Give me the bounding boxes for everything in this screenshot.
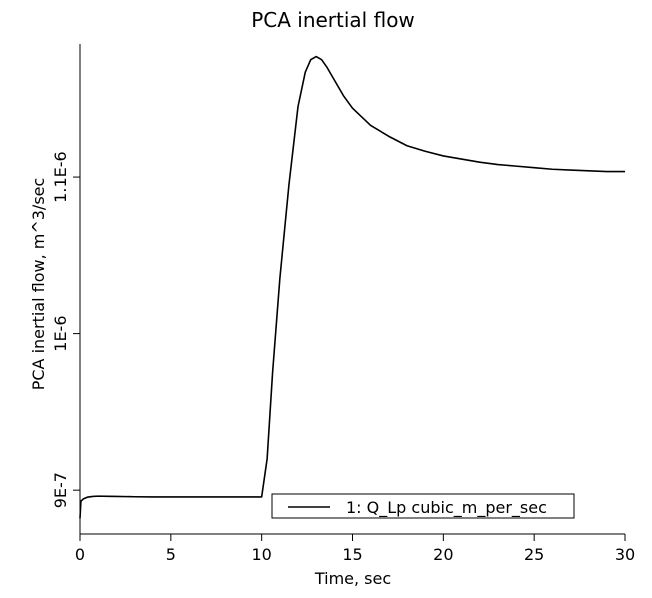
y-tick-label: 1.1E-6 — [51, 151, 70, 203]
x-axis-ticks: 0 5 10 15 20 25 30 — [75, 534, 635, 564]
y-tick-label: 9E-7 — [51, 472, 70, 508]
y-axis-label: PCA inertial flow, m^3/sec — [29, 178, 48, 391]
legend: 1: Q_Lp cubic_m_per_sec — [271, 493, 575, 519]
x-tick-label: 5 — [166, 545, 176, 564]
series-line-0 — [79, 55, 625, 519]
y-axis-ticks: 9E-7 1E-6 1.1E-6 — [51, 151, 80, 508]
legend-label: 1: Q_Lp cubic_m_per_sec — [346, 498, 547, 518]
x-tick-label: 30 — [615, 545, 635, 564]
x-tick-label: 20 — [433, 545, 453, 564]
y-tick-label: 1E-6 — [51, 315, 70, 351]
x-tick-label: 0 — [75, 545, 85, 564]
x-tick-label: 10 — [251, 545, 271, 564]
series-group — [79, 55, 625, 519]
x-axis-label: Time, sec — [314, 569, 391, 588]
chart-title: PCA inertial flow — [251, 8, 415, 32]
legend-box — [271, 493, 575, 519]
x-tick-label: 25 — [524, 545, 544, 564]
x-tick-label: 15 — [342, 545, 362, 564]
plot-frame — [79, 44, 625, 535]
